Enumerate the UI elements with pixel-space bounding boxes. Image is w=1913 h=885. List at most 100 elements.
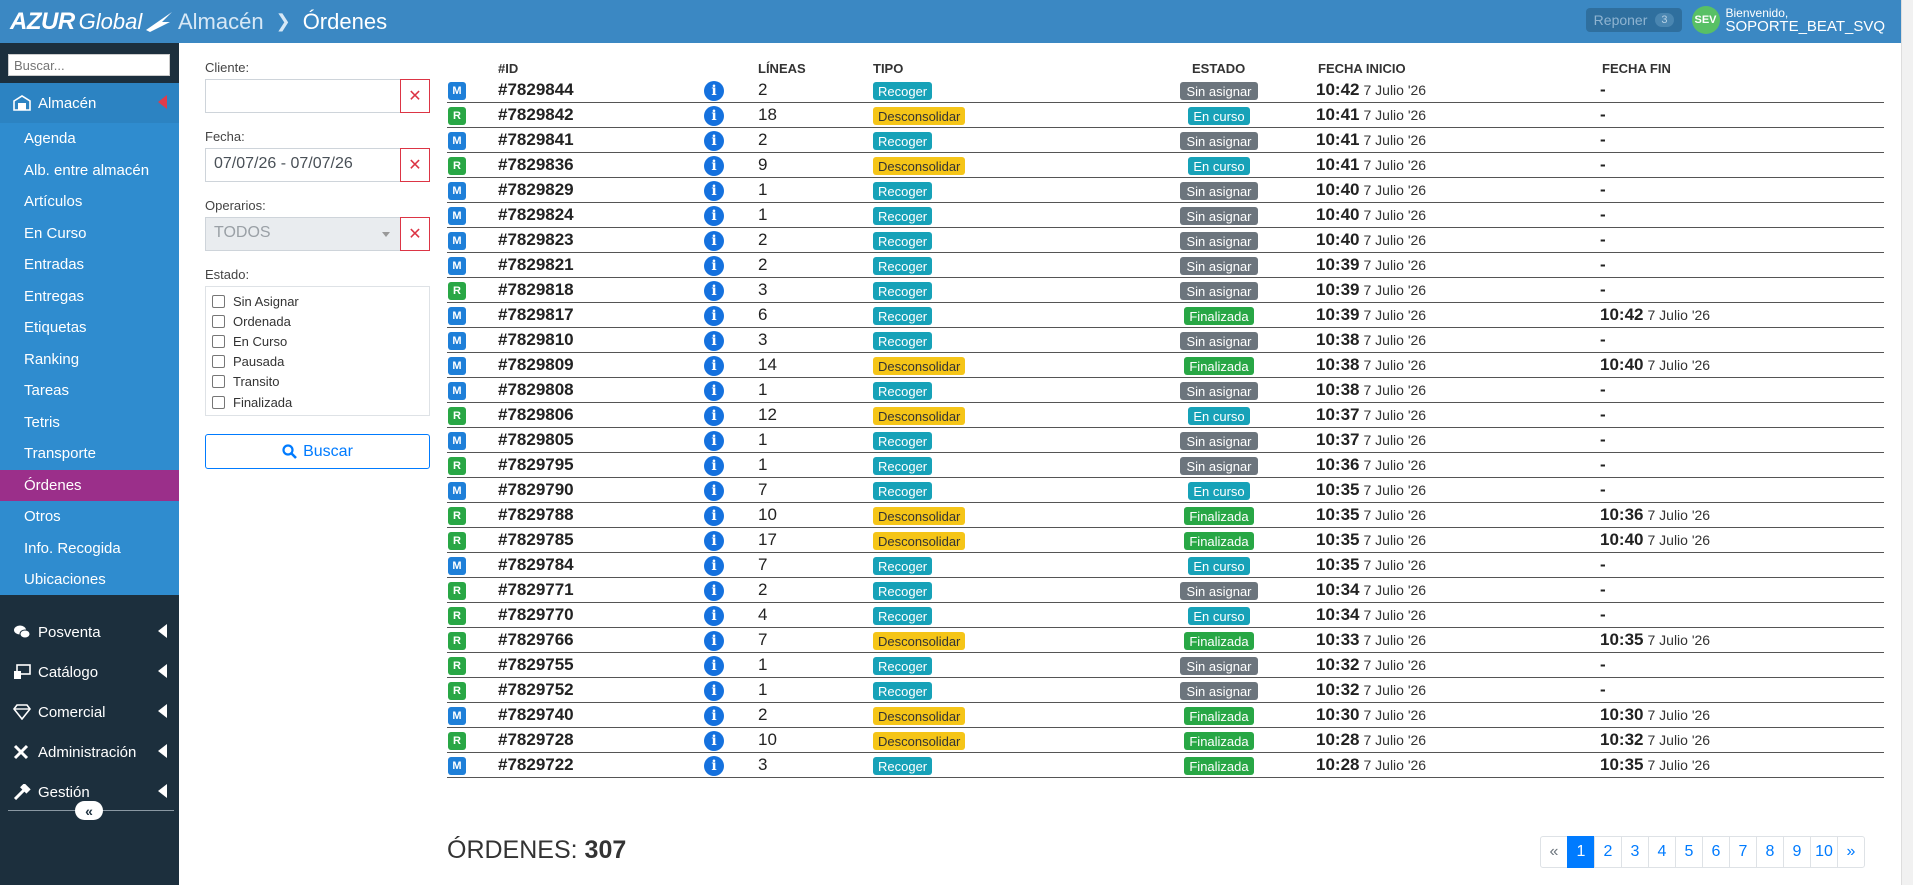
info-icon[interactable]: i: [704, 306, 724, 326]
sidebar-item-en-curso[interactable]: En Curso: [24, 224, 87, 242]
estado-option[interactable]: Ordenada: [212, 311, 423, 331]
clear-fecha-icon[interactable]: ✕: [400, 148, 430, 182]
order-id[interactable]: #7829818: [498, 280, 574, 299]
table-row[interactable]: M #7829823 i 2 Recoger Sin asignar 10:40 7 Juli…: [447, 228, 1884, 253]
order-id[interactable]: #7829809: [498, 355, 574, 374]
sidebar-item-otros[interactable]: Otros: [24, 508, 61, 526]
sidebar-item-alb-entre-almacen[interactable]: Alb. entre almacén: [24, 161, 150, 179]
pagination-page[interactable]: 5: [1675, 836, 1703, 868]
page-scrollbar[interactable]: [1901, 0, 1913, 885]
sidebar-group-posventa[interactable]: Posventa: [0, 612, 179, 652]
checkbox[interactable]: [212, 294, 225, 308]
col-header-id[interactable]: #ID: [498, 61, 519, 76]
sidebar-collapse-icon[interactable]: «: [75, 801, 103, 820]
table-row[interactable]: R #7829785 i 17 Desconsolidar Finalizada 10:35…: [447, 528, 1884, 553]
order-id[interactable]: #7829821: [498, 255, 574, 274]
table-row[interactable]: M #7829722 i 3 Recoger Finalizada 10:28 7 Julio…: [447, 753, 1884, 778]
order-id[interactable]: #7829836: [498, 155, 574, 174]
checkbox[interactable]: [212, 395, 225, 409]
pagination-page[interactable]: 2: [1594, 836, 1622, 868]
cliente-input[interactable]: [205, 79, 400, 113]
table-row[interactable]: R #7829728 i 10 Desconsolidar Finalizada 10:28…: [447, 728, 1884, 753]
checkbox[interactable]: [212, 355, 225, 369]
table-row[interactable]: M #7829844 i 2 Recoger Sin asignar 10:42 7 Juli…: [447, 78, 1884, 103]
sidebar-item-agenda[interactable]: Agenda: [24, 130, 76, 148]
estado-option[interactable]: Pausada: [212, 352, 423, 372]
col-header-fecha-inicio[interactable]: FECHA INICIO: [1318, 61, 1406, 76]
order-id[interactable]: #7829805: [498, 430, 574, 449]
order-id[interactable]: #7829784: [498, 555, 574, 574]
table-row[interactable]: M #7829784 i 7 Recoger En curso 10:35 7 Julio '…: [447, 553, 1884, 578]
sidebar-item-articulos[interactable]: Artículos: [24, 193, 83, 211]
order-id[interactable]: #7829755: [498, 655, 574, 674]
order-id[interactable]: #7829752: [498, 680, 574, 699]
sidebar-item-tetris[interactable]: Tetris: [24, 413, 60, 431]
table-row[interactable]: M #7829790 i 7 Recoger En curso 10:35 7 Julio '…: [447, 478, 1884, 503]
info-icon[interactable]: i: [704, 631, 724, 651]
sidebar-group-catalogo[interactable]: Catálogo: [0, 652, 179, 692]
order-id[interactable]: #7829785: [498, 530, 574, 549]
sidebar-group-gestion[interactable]: Gestión: [0, 772, 179, 812]
info-icon[interactable]: i: [704, 206, 724, 226]
sidebar-group-comercial[interactable]: Comercial: [0, 692, 179, 732]
avatar[interactable]: SEV: [1691, 6, 1720, 34]
info-icon[interactable]: i: [704, 706, 724, 726]
info-icon[interactable]: i: [704, 331, 724, 351]
info-icon[interactable]: i: [704, 456, 724, 476]
pagination-page[interactable]: 9: [1783, 836, 1811, 868]
table-row[interactable]: R #7829818 i 3 Recoger Sin asignar 10:39 7 Juli…: [447, 278, 1884, 303]
table-row[interactable]: M #7829808 i 1 Recoger Sin asignar 10:38 7 Juli…: [447, 378, 1884, 403]
table-row[interactable]: R #7829771 i 2 Recoger Sin asignar 10:34 7 Juli…: [447, 578, 1884, 603]
estado-option[interactable]: Transito: [212, 372, 423, 392]
sidebar-item-etiquetas[interactable]: Etiquetas: [24, 319, 87, 337]
order-id[interactable]: #7829722: [498, 755, 574, 774]
info-icon[interactable]: i: [704, 556, 724, 576]
table-row[interactable]: M #7829809 i 14 Desconsolidar Finalizada 10:38…: [447, 353, 1884, 378]
order-id[interactable]: #7829740: [498, 705, 574, 724]
info-icon[interactable]: i: [704, 606, 724, 626]
info-icon[interactable]: i: [704, 156, 724, 176]
order-id[interactable]: #7829841: [498, 130, 574, 149]
table-row[interactable]: R #7829806 i 12 Desconsolidar En curso 10:37 7 …: [447, 403, 1884, 428]
info-icon[interactable]: i: [704, 731, 724, 751]
pagination-page[interactable]: 8: [1756, 836, 1784, 868]
order-id[interactable]: #7829823: [498, 230, 574, 249]
table-row[interactable]: R #7829836 i 9 Desconsolidar En curso 10:41 7 J…: [447, 153, 1884, 178]
sidebar-item-ranking[interactable]: Ranking: [24, 350, 80, 368]
info-icon[interactable]: i: [704, 406, 724, 426]
table-row[interactable]: M #7829740 i 2 Desconsolidar Finalizada 10:30 7…: [447, 703, 1884, 728]
order-id[interactable]: #7829728: [498, 730, 574, 749]
info-icon[interactable]: i: [704, 681, 724, 701]
pagination-page[interactable]: 10: [1810, 836, 1838, 868]
pagination-page[interactable]: 7: [1729, 836, 1757, 868]
info-icon[interactable]: i: [704, 181, 724, 201]
search-button[interactable]: Buscar: [205, 434, 430, 469]
table-row[interactable]: M #7829841 i 2 Recoger Sin asignar 10:41 7 Juli…: [447, 128, 1884, 153]
info-icon[interactable]: i: [704, 81, 724, 101]
order-id[interactable]: #7829788: [498, 505, 574, 524]
sidebar-group-administracion[interactable]: Administración: [0, 732, 179, 772]
order-id[interactable]: #7829795: [498, 455, 574, 474]
order-id[interactable]: #7829810: [498, 330, 574, 349]
col-header-tipo[interactable]: TIPO: [873, 61, 904, 76]
info-icon[interactable]: i: [704, 381, 724, 401]
pagination-page[interactable]: 6: [1702, 836, 1730, 868]
table-row[interactable]: R #7829770 i 4 Recoger En curso 10:34 7 Julio '…: [447, 603, 1884, 628]
info-icon[interactable]: i: [704, 756, 724, 776]
sidebar-item-entregas[interactable]: Entregas: [24, 287, 85, 305]
table-row[interactable]: R #7829766 i 7 Desconsolidar Finalizada 10:33 7…: [447, 628, 1884, 653]
info-icon[interactable]: i: [704, 656, 724, 676]
order-id[interactable]: #7829771: [498, 580, 574, 599]
table-row[interactable]: M #7829821 i 2 Recoger Sin asignar 10:39 7 Juli…: [447, 253, 1884, 278]
table-row[interactable]: R #7829788 i 10 Desconsolidar Finalizada 10:35…: [447, 503, 1884, 528]
pagination-prev[interactable]: «: [1540, 836, 1568, 868]
col-header-fecha-fin[interactable]: FECHA FIN: [1602, 61, 1671, 76]
table-row[interactable]: M #7829829 i 1 Recoger Sin asignar 10:40 7 Juli…: [447, 178, 1884, 203]
info-icon[interactable]: i: [704, 481, 724, 501]
estado-option[interactable]: Finalizada: [212, 392, 423, 412]
estado-option[interactable]: En Curso: [212, 331, 423, 351]
order-id[interactable]: #7829790: [498, 480, 574, 499]
order-id[interactable]: #7829766: [498, 630, 574, 649]
operarios-select[interactable]: TODOS: [205, 217, 400, 251]
pagination-page[interactable]: 1: [1567, 836, 1595, 868]
